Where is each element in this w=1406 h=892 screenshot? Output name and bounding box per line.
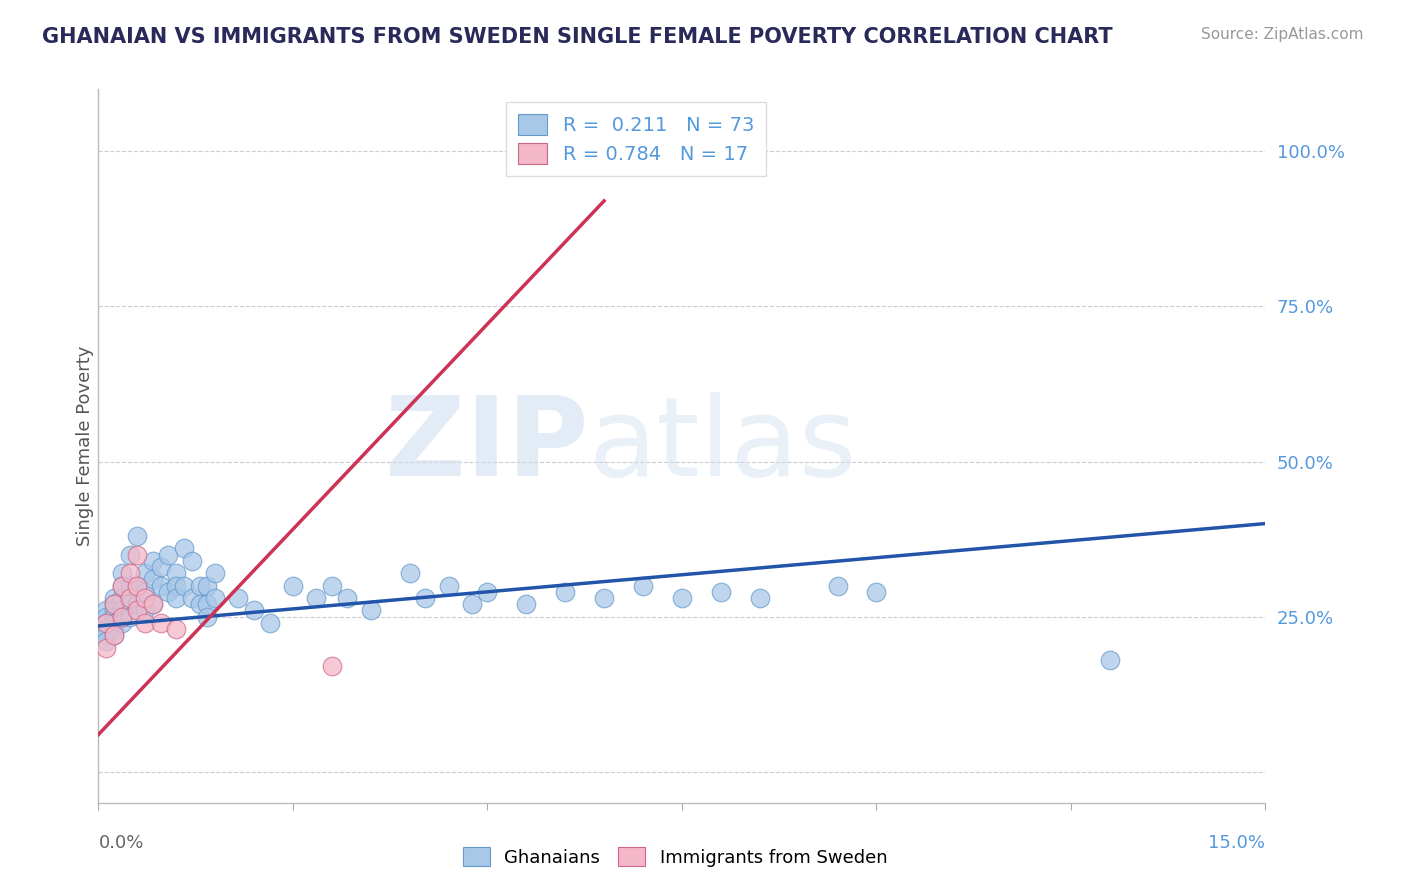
Point [149, 615, 172, 630]
Point [96, 603, 118, 617]
Point [134, 615, 156, 630]
Point [188, 597, 211, 611]
Point [149, 579, 172, 593]
Point [142, 554, 165, 568]
Point [631, 579, 654, 593]
Point [142, 597, 165, 611]
Point [188, 579, 211, 593]
Point [96, 634, 118, 648]
Point [195, 609, 218, 624]
Text: 15.0%: 15.0% [1208, 834, 1265, 852]
Point [134, 584, 156, 599]
Point [142, 597, 165, 611]
Point [142, 573, 165, 587]
Point [127, 603, 149, 617]
Point [96, 615, 118, 630]
Point [134, 591, 156, 605]
Point [118, 591, 141, 605]
Point [748, 591, 770, 605]
Point [173, 541, 195, 556]
Point [259, 615, 281, 630]
Point [515, 597, 537, 611]
Point [321, 579, 343, 593]
Point [118, 566, 141, 581]
Point [118, 609, 141, 624]
Text: 0.0%: 0.0% [98, 834, 143, 852]
Point [165, 566, 187, 581]
Point [103, 615, 125, 630]
Point [710, 584, 733, 599]
Point [96, 640, 118, 655]
Point [127, 579, 149, 593]
Point [103, 628, 125, 642]
Point [671, 591, 693, 605]
Point [111, 609, 134, 624]
Point [204, 591, 226, 605]
Point [398, 566, 420, 581]
Legend: Ghanaians, Immigrants from Sweden: Ghanaians, Immigrants from Sweden [456, 840, 894, 874]
Point [103, 591, 125, 605]
Point [103, 603, 125, 617]
Point [157, 548, 180, 562]
Point [228, 591, 250, 605]
Point [127, 548, 149, 562]
Point [180, 591, 202, 605]
Point [111, 591, 134, 605]
Point [96, 622, 118, 636]
Point [321, 659, 343, 673]
Text: GHANAIAN VS IMMIGRANTS FROM SWEDEN SINGLE FEMALE POVERTY CORRELATION CHART: GHANAIAN VS IMMIGRANTS FROM SWEDEN SINGL… [42, 27, 1112, 46]
Point [554, 584, 576, 599]
Point [243, 603, 266, 617]
Point [157, 584, 180, 599]
Point [111, 566, 134, 581]
Point [111, 579, 134, 593]
Point [134, 603, 156, 617]
Point [437, 579, 460, 593]
Point [103, 622, 125, 636]
Point [165, 591, 187, 605]
Point [204, 566, 226, 581]
Point [118, 597, 141, 611]
Point [96, 609, 118, 624]
Point [111, 615, 134, 630]
Point [461, 597, 484, 611]
Point [865, 584, 887, 599]
Y-axis label: Single Female Poverty: Single Female Poverty [76, 346, 94, 546]
Legend: R =  0.211   N = 73, R = 0.784   N = 17: R = 0.211 N = 73, R = 0.784 N = 17 [506, 103, 765, 176]
Point [103, 628, 125, 642]
Point [103, 597, 125, 611]
Point [180, 554, 202, 568]
Point [413, 591, 436, 605]
Point [111, 579, 134, 593]
Point [149, 560, 172, 574]
Point [173, 579, 195, 593]
Point [96, 615, 118, 630]
Point [305, 591, 328, 605]
Point [827, 579, 849, 593]
Point [118, 548, 141, 562]
Point [103, 609, 125, 624]
Point [96, 628, 118, 642]
Point [165, 622, 187, 636]
Point [195, 579, 218, 593]
Point [103, 597, 125, 611]
Point [1098, 653, 1121, 667]
Point [593, 591, 616, 605]
Point [336, 591, 359, 605]
Point [127, 529, 149, 543]
Point [127, 579, 149, 593]
Point [127, 597, 149, 611]
Point [195, 597, 218, 611]
Point [360, 603, 382, 617]
Point [134, 566, 156, 581]
Text: ZIP: ZIP [385, 392, 589, 500]
Point [281, 579, 304, 593]
Point [477, 584, 499, 599]
Text: atlas: atlas [589, 392, 858, 500]
Point [165, 579, 187, 593]
Point [111, 609, 134, 624]
Text: Source: ZipAtlas.com: Source: ZipAtlas.com [1201, 27, 1364, 42]
Point [111, 603, 134, 617]
Point [118, 579, 141, 593]
